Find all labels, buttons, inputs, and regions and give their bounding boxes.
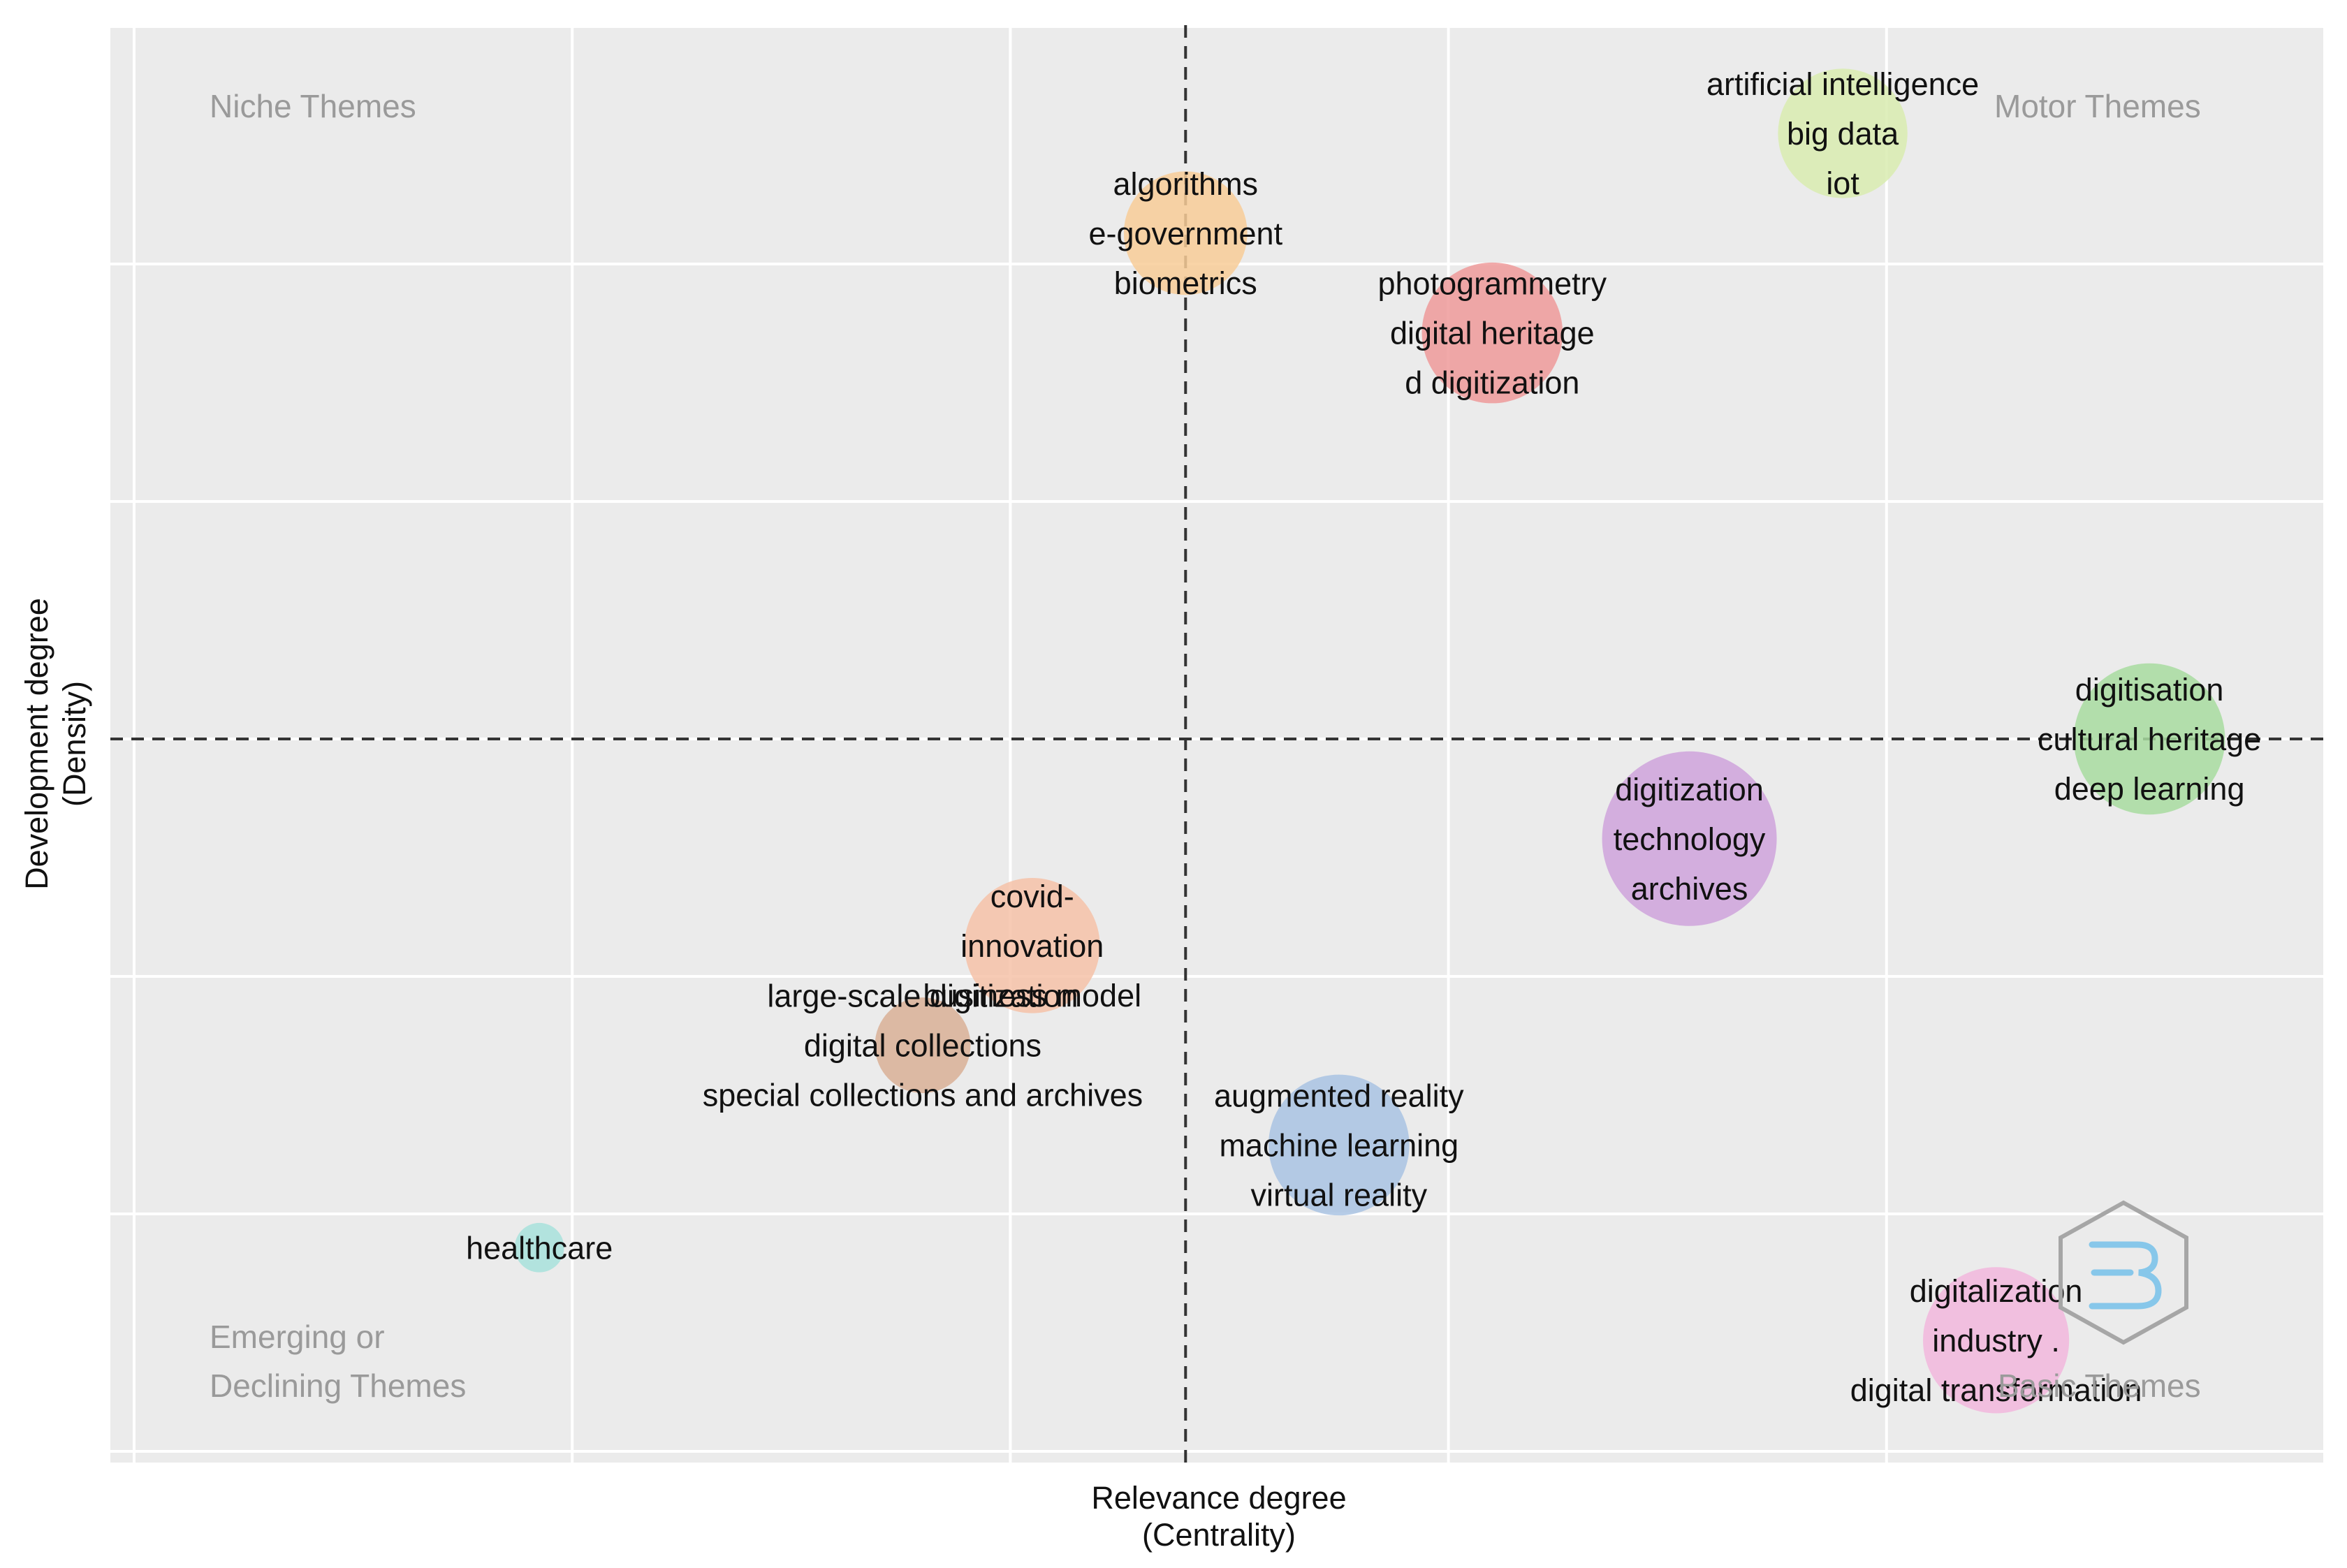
x-axis-subtitle: (Centrality) — [1142, 1517, 1296, 1553]
cluster-digitalization-label: digitalization — [1910, 1273, 2083, 1309]
cluster-large-scale-bubble — [875, 997, 971, 1094]
bubbles — [514, 68, 2225, 1414]
cluster-algorithms-bubble — [1123, 171, 1248, 295]
cluster-ai-bubble — [1778, 68, 1908, 198]
quadrant-labels: Niche Themes Motor Themes Emerging or De… — [210, 88, 2201, 1404]
cluster-photogrammetry-label: digital heritage — [1390, 316, 1595, 351]
cluster-augmented-reality-label: virtual reality — [1251, 1177, 1428, 1212]
cluster-ai-label: big data — [1787, 116, 1899, 152]
quadrant-niche-label: Niche Themes — [210, 88, 416, 124]
quadrant-basic-label: Basic Themes — [1998, 1368, 2201, 1404]
cluster-healthcare-label: healthcare — [466, 1230, 613, 1266]
cluster-digitalization-label: industry . — [1932, 1323, 2060, 1358]
bibliometrix-logo — [2059, 1200, 2188, 1345]
cluster-digitisation-bubble — [2073, 663, 2225, 815]
cluster-augmented-reality-label: machine learning — [1219, 1127, 1458, 1163]
cluster-ai-label: iot — [1826, 166, 1859, 201]
cluster-digitisation-label: cultural heritage — [2038, 721, 2261, 757]
cluster-covid-label: business model — [923, 978, 1141, 1013]
cluster-digitization-label: archives — [1631, 871, 1748, 907]
quadrant-emerging-label-line2: Declining Themes — [210, 1368, 466, 1404]
cluster-photogrammetry-label: d digitization — [1405, 365, 1579, 401]
cluster-covid-bubble — [964, 877, 1100, 1013]
cluster-algorithms-label: biometrics — [1114, 265, 1257, 301]
cluster-photogrammetry-label: photogrammetry — [1377, 266, 1607, 302]
cluster-photogrammetry-bubble — [1421, 262, 1563, 404]
bubble-labels: artificial intelligence big data iot algori… — [466, 66, 2261, 1408]
quadrant-motor-label: Motor Themes — [1994, 88, 2201, 124]
cluster-algorithms-label: e-government — [1088, 216, 1282, 251]
cluster-digitisation-label: deep learning — [2054, 771, 2245, 807]
cluster-large-scale-label: special collections and archives — [703, 1078, 1143, 1113]
cluster-healthcare-bubble — [514, 1222, 564, 1273]
cluster-augmented-reality-label: augmented reality — [1214, 1078, 1464, 1113]
cluster-algorithms-label: algorithms — [1113, 166, 1258, 202]
x-axis-title: Relevance degree — [1091, 1480, 1346, 1516]
y-axis-subtitle: (Density) — [57, 681, 92, 807]
cluster-covid-label: innovation — [960, 928, 1104, 964]
cluster-covid-label: covid- — [990, 879, 1074, 914]
cluster-digitization-label: technology — [1614, 821, 1766, 857]
cluster-digitization-label: digitization — [1615, 772, 1764, 807]
cluster-augmented-reality-bubble — [1268, 1074, 1410, 1216]
y-axis-title: Development degree — [19, 598, 54, 890]
cluster-ai-label: artificial intelligence — [1706, 66, 1979, 102]
cluster-digitalization-bubble — [1923, 1267, 2070, 1414]
cluster-large-scale-label: large-scale digitization — [767, 979, 1078, 1014]
cluster-digitisation-label: digitisation — [2075, 672, 2224, 708]
cluster-digitization-bubble — [1602, 751, 1777, 926]
cluster-large-scale-label: digital collections — [804, 1028, 1041, 1064]
cluster-digitalization-label: digital transformation — [1850, 1372, 2142, 1408]
quadrant-emerging-label-line1: Emerging or — [210, 1319, 385, 1355]
